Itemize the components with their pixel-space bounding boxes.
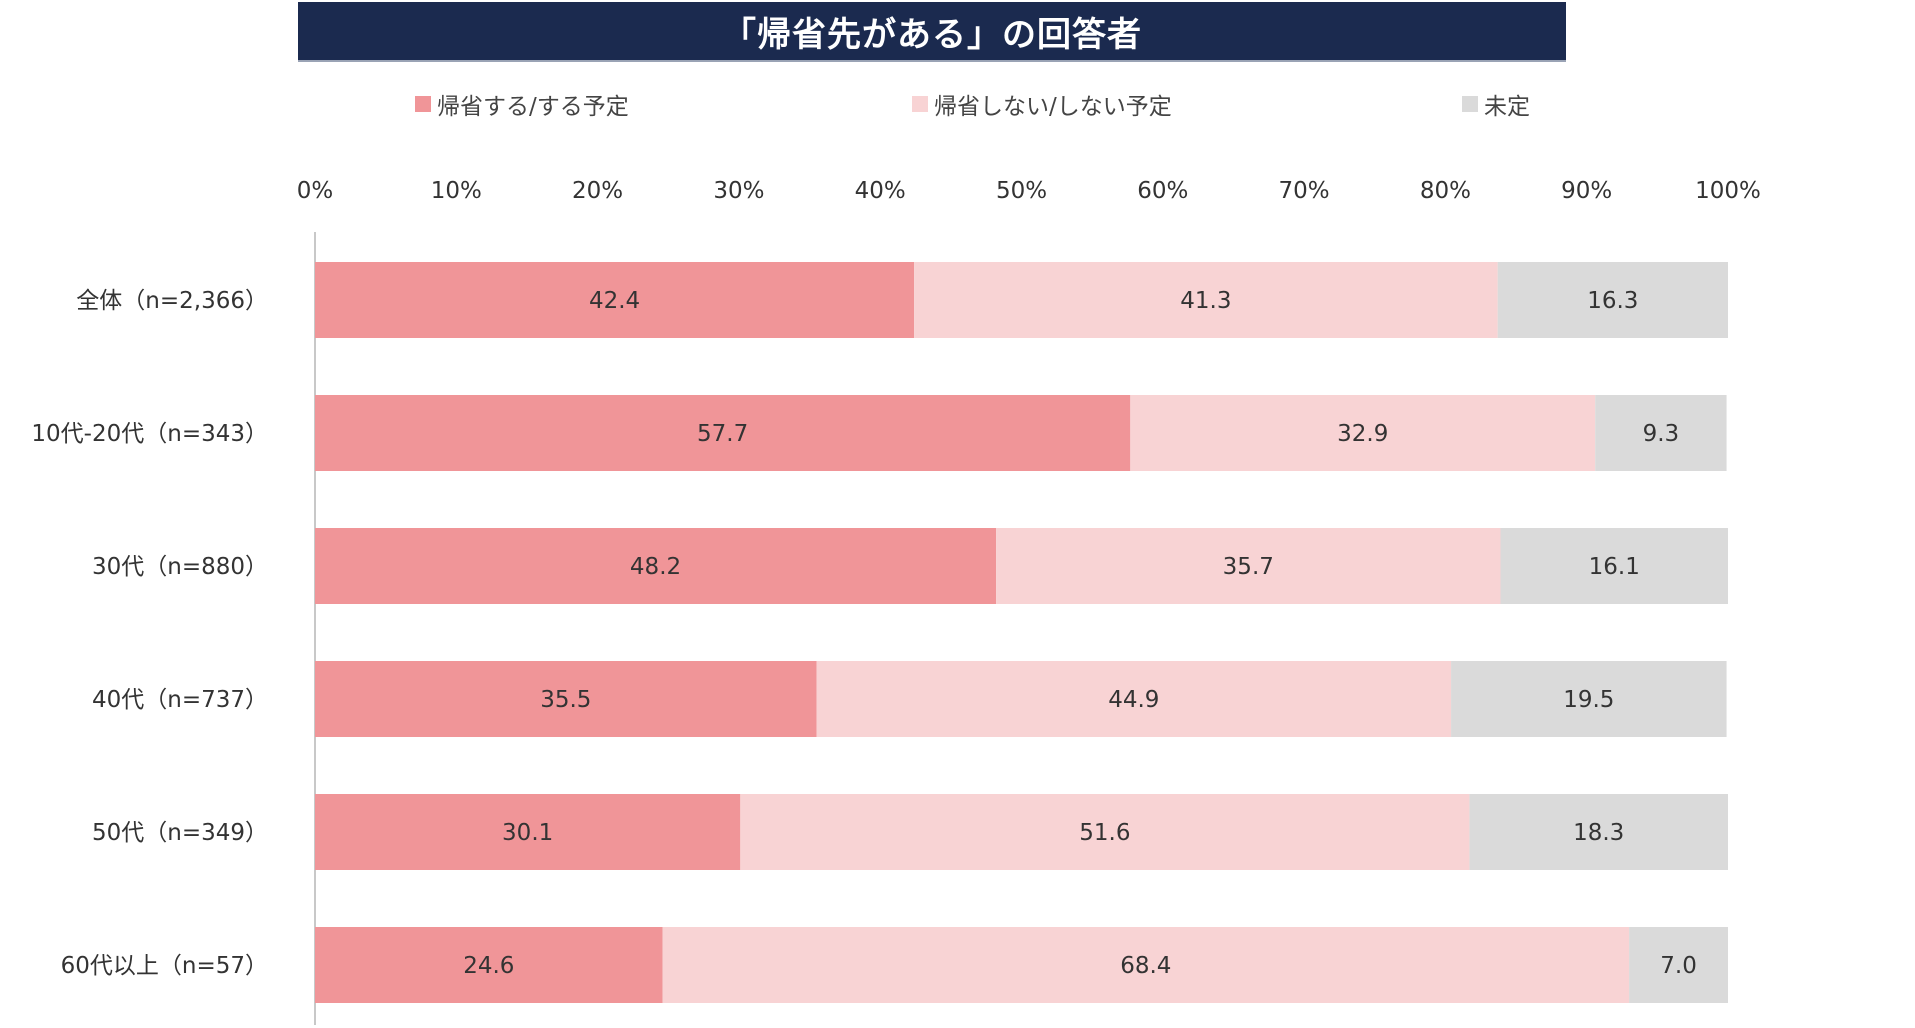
category-label: 60代以上（n=57） xyxy=(61,953,268,979)
chart-title: 「帰省先がある」の回答者 xyxy=(722,14,1142,55)
data-label: 24.6 xyxy=(463,953,514,979)
category-label: 40代（n=737） xyxy=(92,687,268,713)
x-tick-label: 40% xyxy=(855,178,906,204)
data-label: 35.7 xyxy=(1223,554,1274,580)
bar-segment xyxy=(1595,395,1727,471)
data-label: 9.3 xyxy=(1643,421,1680,447)
legend-item-undecided: 未定 xyxy=(1462,86,1530,122)
bar-segment xyxy=(662,927,1630,1003)
data-label: 51.6 xyxy=(1079,820,1130,846)
bar-segment xyxy=(1130,395,1596,471)
chart-title-bar: 「帰省先がある」の回答者 xyxy=(298,2,1566,62)
x-tick-label: 10% xyxy=(431,178,482,204)
bar-segment xyxy=(315,528,997,604)
x-tick-label: 90% xyxy=(1561,178,1612,204)
chart-legend: 帰省する/する予定 帰省しない/しない予定 未定 xyxy=(0,86,1915,122)
bar-segment xyxy=(816,661,1452,737)
legend-label-return: 帰省する/する予定 xyxy=(437,94,629,120)
legend-label-undecided: 未定 xyxy=(1484,94,1530,120)
data-label: 7.0 xyxy=(1660,953,1697,979)
x-tick-label: 70% xyxy=(1279,178,1330,204)
x-tick-label: 50% xyxy=(996,178,1047,204)
data-label: 35.5 xyxy=(540,687,591,713)
data-label: 44.9 xyxy=(1108,687,1159,713)
bar-segment xyxy=(315,262,915,338)
bar-segment xyxy=(1497,262,1728,338)
legend-item-return: 帰省する/する予定 xyxy=(415,86,629,122)
x-tick-label: 20% xyxy=(572,178,623,204)
bar-segment xyxy=(1500,528,1728,604)
data-label: 42.4 xyxy=(589,288,640,314)
bar-segment xyxy=(1469,794,1728,870)
bar-segment xyxy=(315,927,663,1003)
legend-swatch-return xyxy=(415,96,431,112)
data-label: 16.3 xyxy=(1587,288,1638,314)
data-label: 41.3 xyxy=(1180,288,1231,314)
category-label: 全体（n=2,366） xyxy=(76,288,268,314)
x-tick-label: 30% xyxy=(713,178,764,204)
x-tick-label: 80% xyxy=(1420,178,1471,204)
data-label: 16.1 xyxy=(1589,554,1640,580)
data-label: 19.5 xyxy=(1563,687,1614,713)
bar-segment xyxy=(996,528,1501,604)
category-label: 50代（n=349） xyxy=(92,820,268,846)
bar-segment xyxy=(914,262,1498,338)
legend-label-not-return: 帰省しない/しない予定 xyxy=(934,94,1172,120)
x-tick-label: 60% xyxy=(1137,178,1188,204)
data-label: 68.4 xyxy=(1120,953,1171,979)
legend-swatch-undecided xyxy=(1462,96,1478,112)
x-tick-label: 100% xyxy=(1695,178,1761,204)
bar-segment xyxy=(1629,927,1728,1003)
legend-swatch-not-return xyxy=(912,96,928,112)
bar-segment xyxy=(1451,661,1727,737)
bar-segment xyxy=(315,395,1131,471)
category-label: 30代（n=880） xyxy=(92,554,268,580)
data-label: 57.7 xyxy=(697,421,748,447)
data-label: 18.3 xyxy=(1573,820,1624,846)
legend-item-not-return: 帰省しない/しない予定 xyxy=(912,86,1172,122)
category-label: 10代-20代（n=343） xyxy=(31,421,268,447)
data-label: 32.9 xyxy=(1337,421,1388,447)
bar-segment xyxy=(315,794,741,870)
bar-segment xyxy=(740,794,1470,870)
data-label: 30.1 xyxy=(502,820,553,846)
data-label: 48.2 xyxy=(630,554,681,580)
bar-segment xyxy=(315,661,817,737)
x-tick-label: 0% xyxy=(297,178,334,204)
